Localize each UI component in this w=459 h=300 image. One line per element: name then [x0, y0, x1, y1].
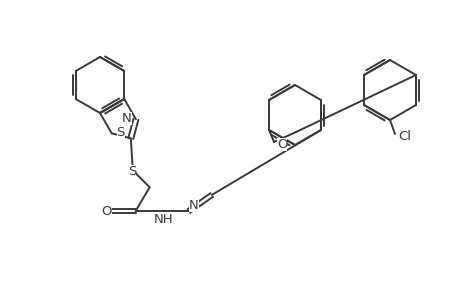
Text: Cl: Cl [397, 130, 411, 142]
Text: NH: NH [153, 212, 173, 226]
Text: O: O [276, 137, 286, 151]
Text: S: S [116, 126, 124, 139]
Text: N: N [189, 199, 198, 212]
Text: O: O [101, 205, 112, 218]
Text: N: N [122, 112, 132, 125]
Text: S: S [127, 165, 136, 178]
